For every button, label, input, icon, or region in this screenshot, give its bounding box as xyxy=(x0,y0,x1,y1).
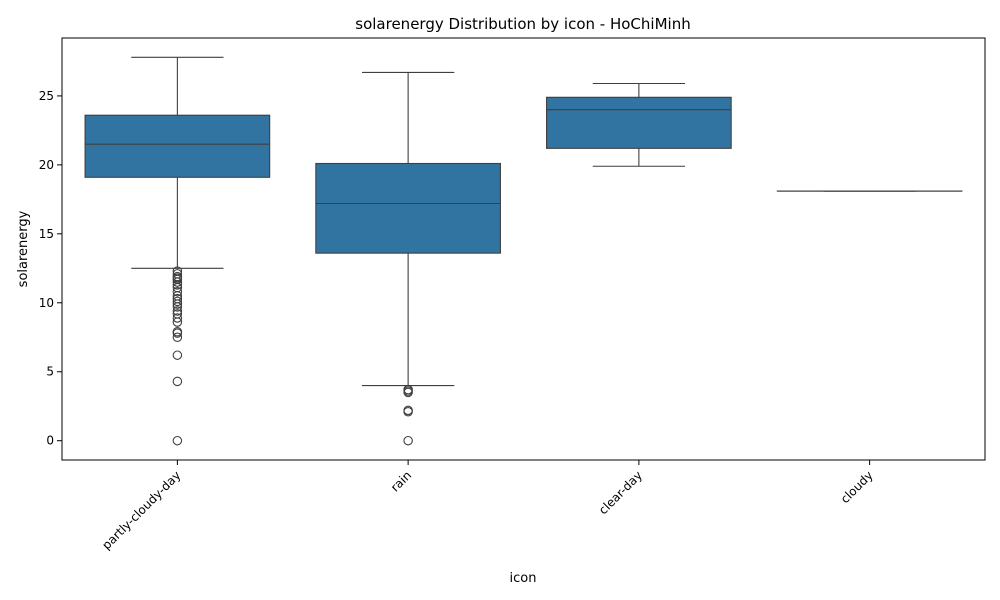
outlier-point xyxy=(172,287,183,297)
outlier-point xyxy=(172,299,183,309)
box-clear-day xyxy=(546,96,732,149)
y-tick-label: 25 xyxy=(39,89,54,103)
outlier-point xyxy=(172,277,183,287)
y-tick-label: 20 xyxy=(39,158,54,172)
chart-title: solarenergy Distribution by icon - HoChi… xyxy=(355,15,690,33)
outlier-point xyxy=(172,328,183,338)
outlier-point xyxy=(172,306,183,316)
y-axis-label: solarenergy xyxy=(16,210,31,287)
outlier-point xyxy=(403,406,413,417)
outlier-point xyxy=(172,435,183,446)
axes-frame xyxy=(61,37,986,461)
outlier-point xyxy=(172,302,183,312)
y-tick-label: 10 xyxy=(39,296,54,310)
y-tick-label: 5 xyxy=(46,365,54,379)
outlier-point xyxy=(172,350,183,360)
x-tick-label: clear-day xyxy=(596,468,645,517)
outlier-point xyxy=(172,376,183,387)
outlier-point xyxy=(403,435,413,446)
y-tick-label: 15 xyxy=(39,227,54,241)
x-tick-label: partly-cloudy-day xyxy=(99,468,183,552)
outlier-point xyxy=(172,317,183,327)
plot-area: 0 5 10 15 20 25 partly-cloudy-day rain clear-day… xyxy=(39,37,986,552)
x-tick-label: rain xyxy=(388,468,414,494)
y-tick-label: 0 xyxy=(46,434,54,448)
box-partly-cloudy-day xyxy=(84,114,271,178)
box-rain xyxy=(315,162,501,254)
x-axis-label: icon xyxy=(510,571,537,586)
outlier-point xyxy=(172,332,183,343)
outlier-point xyxy=(172,280,183,290)
x-tick-label: cloudy xyxy=(838,468,876,506)
outlier-point xyxy=(403,387,413,398)
outlier-point xyxy=(172,313,183,323)
outlier-point xyxy=(172,296,183,307)
